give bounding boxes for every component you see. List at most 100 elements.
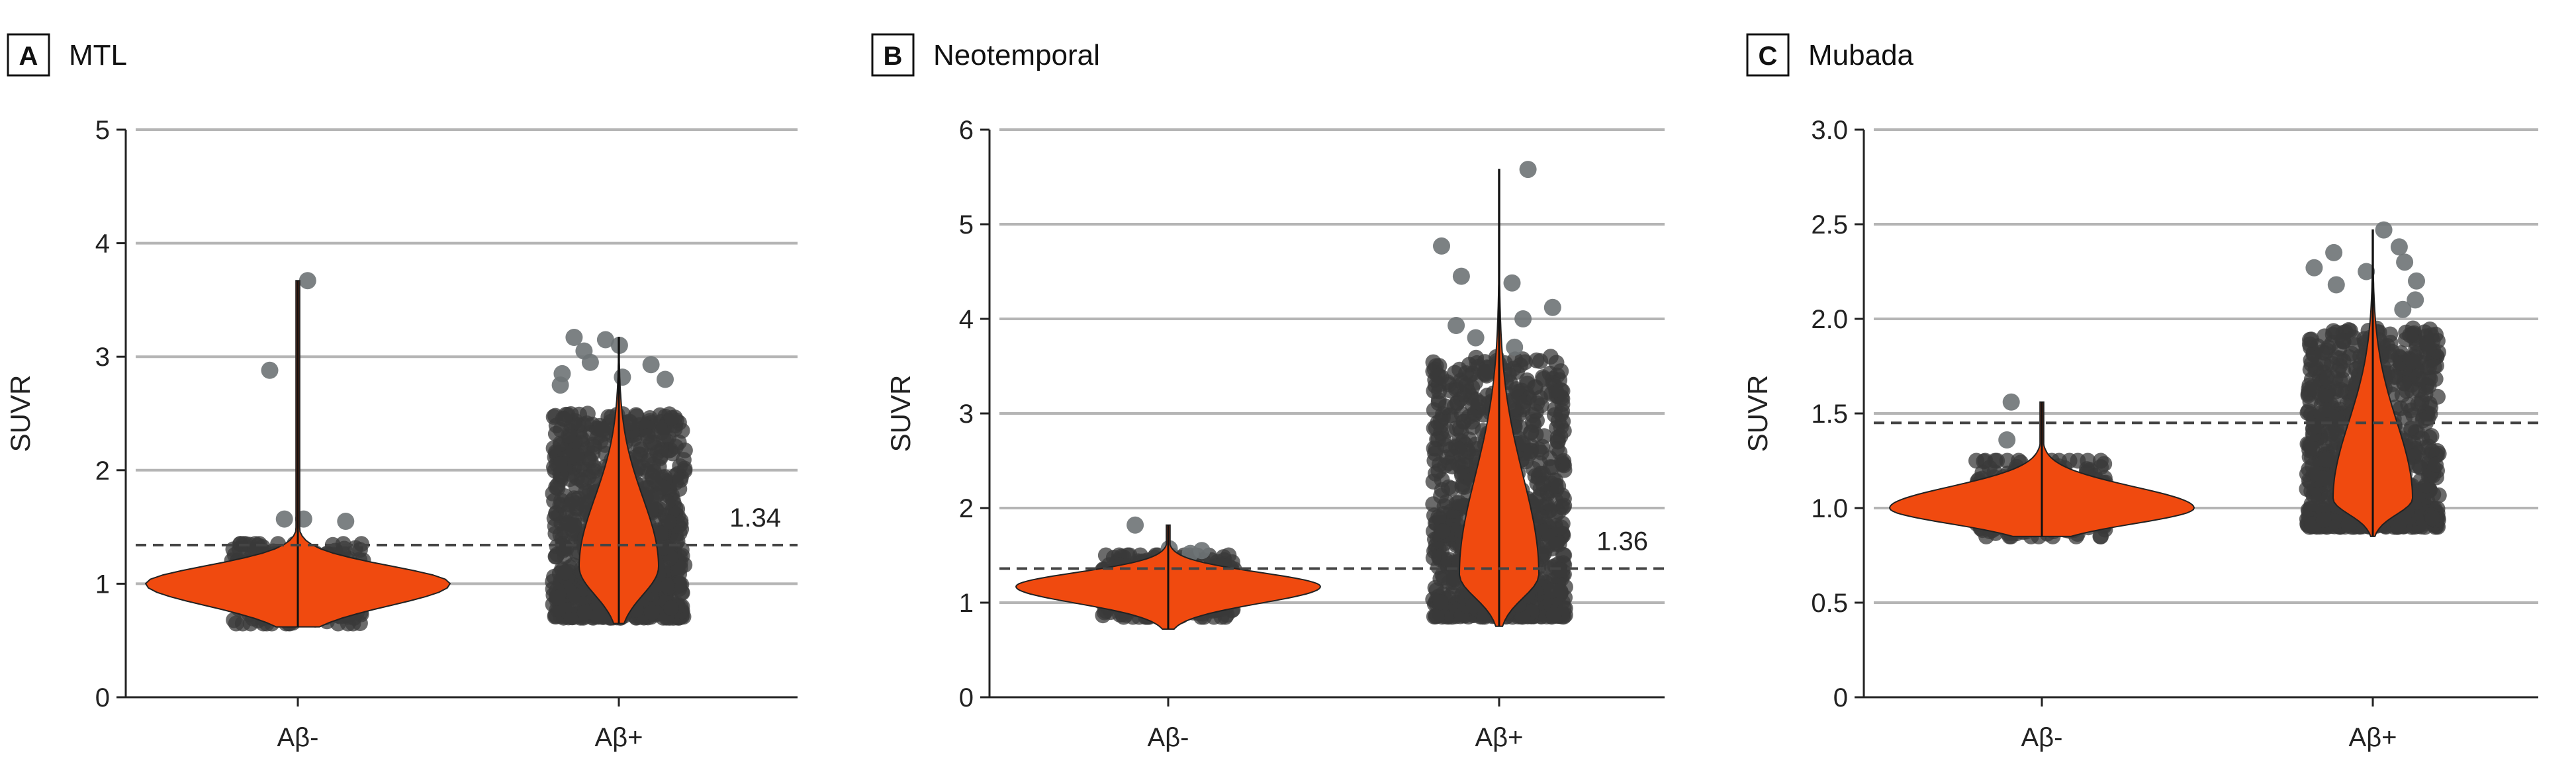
panel-a: 0 1 2 3 4 5 SUVR A MTL Aβ- Aβ+ 1.34 <box>5 33 798 752</box>
data-point <box>569 447 585 463</box>
panel-title: Mubada <box>1808 39 1914 71</box>
data-point <box>656 539 672 556</box>
panel-letter-box <box>871 33 915 77</box>
outlier-point <box>551 376 569 394</box>
data-point <box>2393 400 2409 417</box>
outlier-point <box>2375 221 2393 239</box>
data-point <box>1471 394 1487 411</box>
data-point <box>2340 517 2357 533</box>
y-tick-label: 0 <box>95 683 110 712</box>
y-tick-label: 3 <box>959 400 974 429</box>
data-point <box>1097 547 1114 564</box>
data-point <box>547 548 564 565</box>
data-point <box>654 479 670 495</box>
data-point <box>1444 586 1461 603</box>
data-point <box>557 564 573 581</box>
data-point <box>2411 458 2428 474</box>
data-point <box>643 605 660 621</box>
data-point <box>622 414 639 431</box>
data-point <box>1522 425 1539 441</box>
outlier-point <box>1503 274 1521 292</box>
data-point <box>2426 359 2442 375</box>
panel-letter: A <box>19 42 38 71</box>
data-point <box>561 427 577 444</box>
data-point <box>1536 545 1552 562</box>
data-point <box>672 472 688 488</box>
y-tick-label: 2 <box>95 456 110 486</box>
data-point <box>1540 384 1556 400</box>
data-point <box>242 615 259 632</box>
data-point <box>2324 334 2340 351</box>
panel-title: MTL <box>69 39 127 71</box>
y-tick-label: 2.5 <box>1811 210 1848 239</box>
y-tick-label: 1.5 <box>1811 400 1848 429</box>
data-point <box>576 604 593 621</box>
outlier-point <box>2325 243 2343 261</box>
data-point <box>1552 583 1569 599</box>
data-point <box>1551 536 1567 552</box>
x-tick-label: Aβ+ <box>2348 723 2397 752</box>
group-abeta-positive <box>1425 161 1573 627</box>
y-tick-label: 6 <box>959 116 974 145</box>
outlier-point <box>614 368 631 386</box>
data-point <box>594 421 610 437</box>
data-point <box>645 434 661 450</box>
data-point <box>2428 456 2444 473</box>
data-point <box>579 406 596 422</box>
outlier-point <box>1519 161 1537 179</box>
outlier-point <box>657 370 674 388</box>
data-point <box>2424 510 2441 527</box>
data-point <box>1453 406 1470 423</box>
data-point <box>2303 356 2320 372</box>
data-point <box>1535 369 1551 386</box>
data-point <box>551 456 568 473</box>
panel-letter: C <box>1759 42 1778 71</box>
outlier-point <box>1998 431 2016 449</box>
data-point <box>1426 440 1442 456</box>
data-point <box>567 518 583 535</box>
y-axis-label: SUVR <box>885 375 916 452</box>
group-abeta-negative <box>1888 393 2195 544</box>
data-point <box>1547 478 1564 494</box>
data-point <box>549 601 565 617</box>
data-point <box>1477 364 1493 380</box>
outlier-point <box>1467 329 1485 347</box>
data-point <box>1464 365 1481 382</box>
y-tick-label: 2.0 <box>1811 305 1848 334</box>
outlier-point <box>596 331 614 349</box>
outlier-point <box>642 356 660 374</box>
panel-c: 0 0.5 1.0 1.5 2.0 2.5 3.0 SUVR C Mubada Aβ- Aβ+ <box>1742 33 2538 752</box>
data-point <box>1465 597 1482 614</box>
outlier-point <box>261 361 279 379</box>
data-point <box>2324 355 2340 372</box>
group-abeta-negative <box>1015 516 1321 630</box>
outlier-point <box>299 272 316 290</box>
data-point <box>1453 390 1469 407</box>
data-point <box>2093 459 2109 476</box>
data-point <box>568 501 584 517</box>
data-point <box>1532 353 1549 369</box>
data-point <box>2314 344 2330 361</box>
data-point <box>1533 445 1549 461</box>
data-point <box>668 439 684 455</box>
outlier-point <box>2394 300 2412 318</box>
outlier-point <box>1543 298 1561 316</box>
outlier-point <box>2002 393 2020 411</box>
y-tick-label: 1.0 <box>1811 494 1848 523</box>
data-point <box>2307 418 2324 435</box>
data-point <box>2418 477 2434 493</box>
data-point <box>573 472 590 488</box>
data-point <box>1553 382 1569 398</box>
data-point <box>2390 519 2407 535</box>
y-tick-label: 5 <box>95 116 110 145</box>
data-point <box>635 459 651 476</box>
data-point <box>1556 497 1573 514</box>
outlier-point <box>337 513 355 530</box>
data-point <box>1535 476 1551 492</box>
outlier-point <box>2327 276 2345 294</box>
data-point <box>2332 372 2348 389</box>
data-point <box>2405 353 2421 370</box>
data-point <box>226 612 242 628</box>
data-point <box>2415 412 2431 429</box>
y-tick-label: 0.5 <box>1811 589 1848 618</box>
